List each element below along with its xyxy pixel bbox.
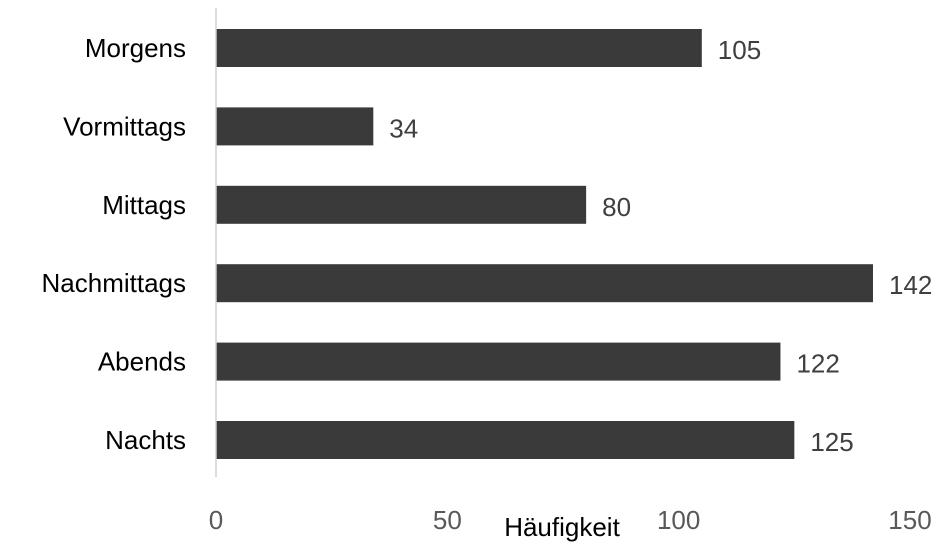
bar-nachmittags bbox=[216, 264, 873, 303]
x-axis-title: Häufigkeit bbox=[504, 512, 620, 542]
category-label: Nachts bbox=[105, 425, 186, 455]
x-tick-label: 100 bbox=[657, 505, 700, 535]
bars-layer bbox=[216, 29, 873, 459]
bar-abends bbox=[216, 342, 781, 381]
bar-nachts bbox=[216, 421, 795, 459]
value-label: 105 bbox=[718, 35, 761, 65]
bar-morgens bbox=[216, 29, 702, 67]
value-label: 142 bbox=[889, 270, 932, 300]
value-label: 34 bbox=[389, 113, 418, 143]
labels-layer: Morgens 105 Vormittags 34 Mittags 80 Nachmitta… bbox=[42, 33, 933, 457]
value-label: 125 bbox=[810, 427, 853, 457]
value-label: 122 bbox=[796, 349, 839, 379]
bar-mittags bbox=[216, 185, 587, 224]
category-label: Vormittags bbox=[63, 111, 186, 141]
x-tick-label: 0 bbox=[209, 505, 223, 535]
x-tick-label: 50 bbox=[433, 505, 462, 535]
value-label: 80 bbox=[602, 192, 631, 222]
category-label: Abends bbox=[98, 347, 186, 377]
x-tick-label: 150 bbox=[888, 505, 931, 535]
category-label: Mittags bbox=[102, 190, 186, 220]
bar-vormittags bbox=[216, 107, 374, 146]
x-tick-labels: 0 50 100 150 bbox=[209, 505, 932, 535]
category-label: Nachmittags bbox=[42, 268, 187, 298]
category-label: Morgens bbox=[85, 33, 186, 63]
